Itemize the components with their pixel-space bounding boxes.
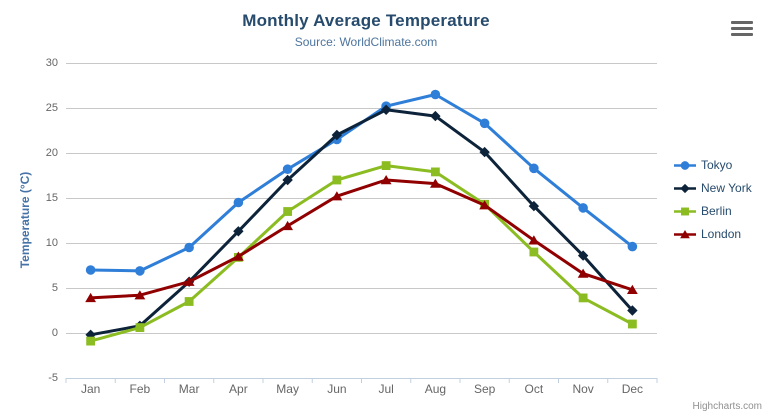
- data-point-marker: [135, 323, 145, 332]
- x-axis-label: Dec: [621, 382, 644, 396]
- data-point-marker: [282, 174, 293, 186]
- data-point-marker: [626, 284, 638, 294]
- triangle-legend-icon: [674, 229, 696, 238]
- data-point-marker: [529, 247, 539, 257]
- data-point-marker: [85, 265, 96, 275]
- data-point-marker: [283, 207, 293, 216]
- diamond-legend-icon: [674, 183, 696, 193]
- data-point-marker: [528, 200, 540, 212]
- x-axis-label: Mar: [178, 382, 200, 396]
- x-axis-label: Aug: [424, 382, 447, 396]
- data-point-marker: [183, 276, 195, 286]
- data-point-marker: [681, 207, 689, 215]
- legend-label: London: [701, 227, 742, 241]
- y-axis-label: 15: [45, 192, 58, 204]
- data-point-marker: [232, 251, 244, 261]
- circle-legend-icon: [674, 160, 696, 170]
- y-axis-label: 10: [45, 237, 58, 249]
- y-axis-label: 0: [51, 327, 58, 339]
- y-axis-label: 5: [51, 282, 58, 294]
- legend-item-new-york[interactable]: New York: [674, 181, 752, 195]
- data-point-marker: [528, 235, 540, 245]
- y-axis-label: 20: [45, 147, 58, 159]
- data-point-marker: [135, 266, 145, 276]
- y-axis-label: 25: [45, 102, 58, 114]
- x-axis-label: Sep: [473, 382, 496, 396]
- legend-item-london[interactable]: London: [674, 227, 752, 241]
- series-line-london: [89, 178, 634, 300]
- credits-link[interactable]: Highcharts.com: [692, 401, 762, 412]
- data-point-marker: [479, 118, 490, 129]
- data-point-marker: [577, 268, 589, 278]
- data-point-marker: [233, 197, 244, 208]
- context-menu-button[interactable]: [731, 21, 753, 36]
- data-point-marker: [184, 242, 194, 253]
- data-point-marker: [680, 183, 690, 193]
- data-point-marker: [380, 175, 392, 185]
- series-line-berlin: [89, 164, 634, 343]
- data-point-marker: [85, 292, 97, 303]
- legend-label: Berlin: [701, 204, 732, 218]
- square-legend-icon: [674, 207, 696, 215]
- data-point-marker: [479, 146, 490, 158]
- data-point-marker: [680, 229, 690, 238]
- series-line-new-york: [89, 108, 634, 337]
- legend: Tokyo New York Berlin London: [674, 158, 752, 241]
- data-point-marker: [430, 89, 441, 100]
- data-point-marker: [430, 167, 440, 177]
- data-point-marker: [627, 241, 638, 252]
- x-axis-label: Feb: [129, 382, 151, 396]
- data-point-marker: [627, 319, 637, 329]
- legend-item-tokyo[interactable]: Tokyo: [674, 158, 752, 172]
- x-axis-label: Jun: [327, 382, 347, 396]
- data-point-marker: [184, 297, 194, 306]
- data-point-marker: [282, 220, 294, 231]
- data-point-marker: [430, 110, 441, 122]
- data-point-marker: [233, 226, 244, 237]
- data-point-marker: [578, 293, 588, 303]
- data-point-marker: [578, 203, 588, 213]
- data-point-marker: [332, 175, 342, 185]
- x-axis-label: May: [276, 382, 299, 396]
- data-point-marker: [282, 164, 293, 174]
- data-point-marker: [429, 178, 441, 188]
- x-axis-label: Oct: [524, 382, 544, 396]
- data-point-marker: [331, 129, 343, 141]
- data-point-marker: [577, 250, 589, 261]
- hamburger-icon: [731, 33, 753, 36]
- x-axis-label: Jan: [80, 382, 101, 396]
- x-axis-label: Nov: [572, 382, 594, 396]
- data-point-marker: [381, 161, 391, 170]
- legend-label: Tokyo: [701, 158, 733, 172]
- legend-item-berlin[interactable]: Berlin: [674, 204, 752, 218]
- x-axis-label: Apr: [229, 382, 248, 396]
- data-point-marker: [529, 163, 539, 174]
- data-point-marker: [680, 160, 690, 170]
- data-point-marker: [627, 305, 638, 316]
- legend-label: New York: [701, 181, 752, 195]
- data-point-marker: [86, 336, 96, 346]
- y-axis-label: -5: [48, 372, 58, 384]
- y-axis-label: 30: [45, 57, 58, 69]
- hamburger-icon: [731, 21, 753, 24]
- hamburger-icon: [731, 27, 753, 30]
- x-axis-label: Jul: [378, 382, 394, 396]
- chart-title: Monthly Average Temperature: [242, 11, 490, 30]
- chart-subtitle: Source: WorldClimate.com: [294, 35, 438, 49]
- data-point-marker: [134, 290, 146, 300]
- data-point-marker: [331, 191, 343, 201]
- data-point-marker: [380, 104, 392, 115]
- data-point-marker: [479, 200, 491, 210]
